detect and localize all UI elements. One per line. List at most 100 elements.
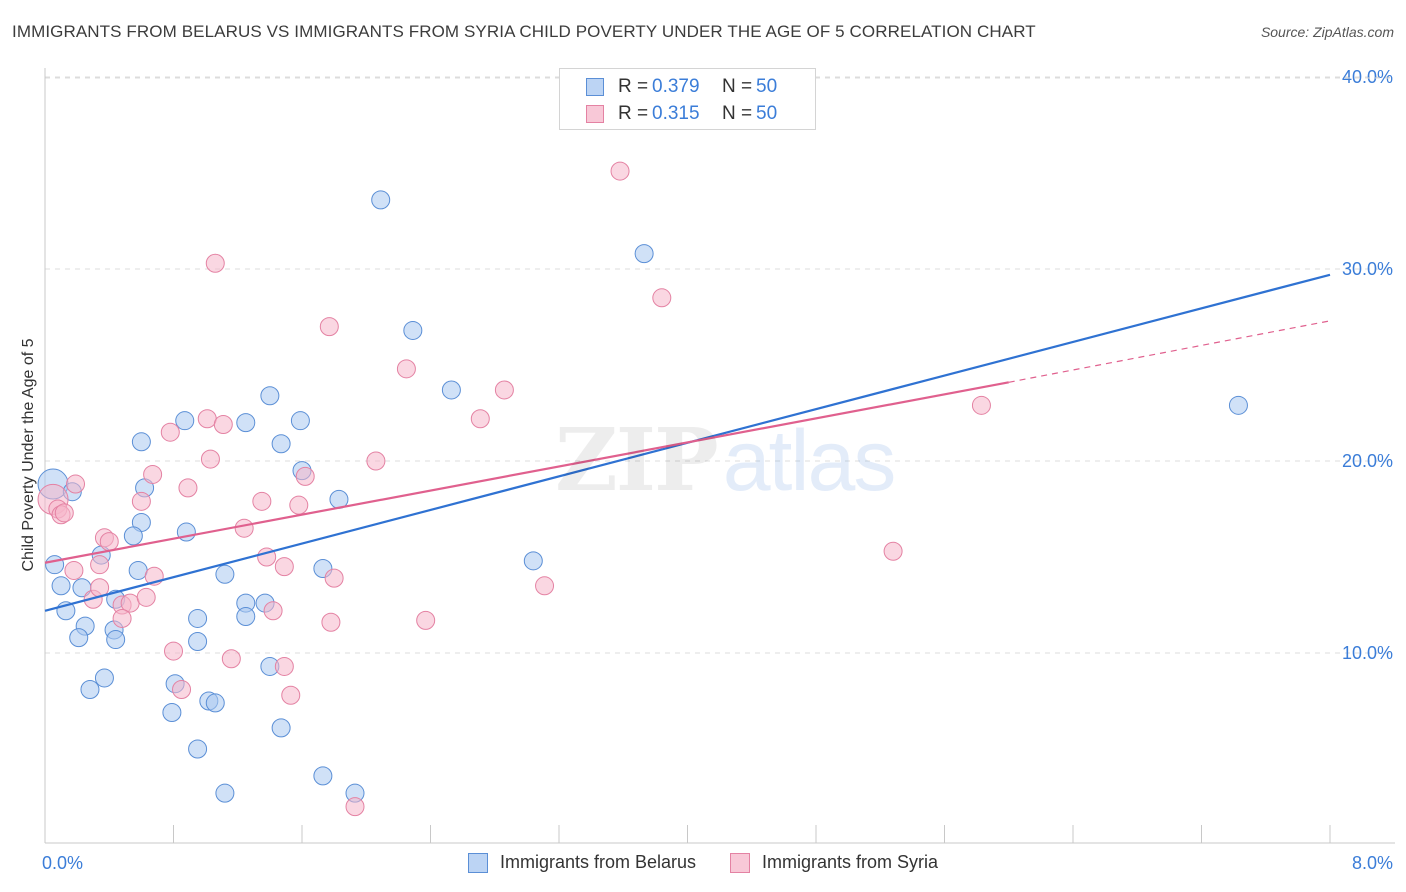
y-axis-label: Child Poverty Under the Age of 5 xyxy=(20,338,37,572)
y-tick-label: 30.0% xyxy=(1342,259,1393,279)
syria-point xyxy=(470,409,490,429)
syria-point xyxy=(263,601,283,621)
belarus-point xyxy=(188,739,208,759)
syria-point xyxy=(234,518,254,538)
belarus-point xyxy=(371,190,391,210)
belarus-point xyxy=(162,703,182,723)
series-swatch-belarus xyxy=(467,852,488,873)
belarus-point xyxy=(188,631,208,651)
syria-point xyxy=(274,656,294,676)
syria-point xyxy=(610,161,630,181)
syria-trend-extension xyxy=(1008,320,1331,383)
belarus-point xyxy=(205,693,225,713)
legend-r-value-belarus: 0.379 xyxy=(652,76,700,97)
belarus-point xyxy=(51,576,71,596)
belarus-point xyxy=(236,413,256,433)
legend-swatch-belarus xyxy=(586,78,604,96)
legend-n-value-syria: 50 xyxy=(756,103,778,124)
belarus-point xyxy=(69,628,89,648)
legend-r-label: R = xyxy=(618,103,649,124)
syria-point xyxy=(66,474,86,494)
belarus-point xyxy=(260,386,280,406)
syria-point xyxy=(213,415,233,435)
belarus-point xyxy=(128,560,148,580)
belarus-point xyxy=(236,607,256,627)
legend-r-label: R = xyxy=(618,76,649,97)
belarus-point xyxy=(94,668,114,688)
syria-point xyxy=(160,422,180,442)
syria-point xyxy=(324,568,344,588)
chart-source: Source: ZipAtlas.com xyxy=(1260,24,1394,40)
syria-point xyxy=(90,555,110,575)
syria-point xyxy=(494,380,514,400)
series-label-syria: Immigrants from Syria xyxy=(762,852,939,872)
correlation-legend: R = 0.379 N = 50 R = 0.315 N = 50 xyxy=(559,68,816,130)
series-legend: Immigrants from Belarus Immigrants from … xyxy=(0,852,1406,873)
belarus-point xyxy=(215,783,235,803)
belarus-point xyxy=(80,679,100,699)
syria-point xyxy=(221,649,241,669)
y-tick-label: 40.0% xyxy=(1342,67,1393,87)
syria-point xyxy=(197,409,217,429)
syria-point xyxy=(54,503,74,523)
x-tick-label: 8.0% xyxy=(1352,853,1393,873)
belarus-point xyxy=(634,244,654,264)
syria-point xyxy=(200,449,220,469)
legend-r-value-syria: 0.315 xyxy=(652,103,700,124)
belarus-point xyxy=(271,434,291,454)
syria-point xyxy=(136,587,156,607)
legend-row-syria: R = 0.315 N = 50 xyxy=(586,102,777,126)
y-tick-label: 20.0% xyxy=(1342,451,1393,471)
belarus-point xyxy=(106,630,126,650)
syria-point xyxy=(172,679,192,699)
series-legend-syria: Immigrants from Syria xyxy=(730,852,938,873)
belarus-point xyxy=(271,718,291,738)
syria-point xyxy=(366,451,386,471)
legend-row-belarus: R = 0.379 N = 50 xyxy=(586,75,777,99)
belarus-point xyxy=(175,411,195,431)
legend-n-value-belarus: 50 xyxy=(756,76,778,97)
series-label-belarus: Immigrants from Belarus xyxy=(499,852,697,872)
x-tick-label: 0.0% xyxy=(42,853,83,873)
belarus-point xyxy=(131,432,151,452)
belarus-point xyxy=(123,526,143,546)
syria-point xyxy=(289,495,309,515)
belarus-point xyxy=(313,766,333,786)
syria-point xyxy=(281,685,301,705)
syria-point xyxy=(252,491,272,511)
syria-point xyxy=(345,797,365,817)
syria-point xyxy=(164,641,183,661)
legend-n-label: N = xyxy=(722,76,753,97)
syria-point xyxy=(321,612,341,632)
syria-point xyxy=(131,491,151,511)
y-tick-label: 10.0% xyxy=(1342,643,1393,663)
series-legend-belarus: Immigrants from Belarus xyxy=(467,852,697,873)
syria-point xyxy=(396,359,416,379)
syria-point xyxy=(971,395,991,415)
belarus-point xyxy=(45,555,65,575)
syria-point xyxy=(416,610,436,630)
syria-point xyxy=(883,541,903,561)
syria-point xyxy=(112,608,132,628)
chart-title: IMMIGRANTS FROM BELARUS VS IMMIGRANTS FR… xyxy=(12,22,1036,41)
syria-point xyxy=(205,253,225,273)
belarus-point xyxy=(1228,395,1248,415)
belarus-point xyxy=(188,608,208,628)
syria-point xyxy=(64,560,84,580)
syria-point xyxy=(319,317,339,337)
syria-point xyxy=(535,576,555,596)
syria-point xyxy=(652,288,672,308)
legend-swatch-syria xyxy=(586,105,604,123)
belarus-point xyxy=(441,380,461,400)
syria-point xyxy=(178,478,198,498)
syria-point xyxy=(99,532,119,552)
legend-n-label: N = xyxy=(722,103,753,124)
belarus-point xyxy=(215,564,235,584)
syria-point xyxy=(143,464,163,484)
syria-point xyxy=(274,557,294,577)
belarus-point xyxy=(403,320,423,340)
belarus-point xyxy=(523,551,543,571)
series-swatch-syria xyxy=(730,852,751,873)
belarus-point xyxy=(290,411,310,431)
